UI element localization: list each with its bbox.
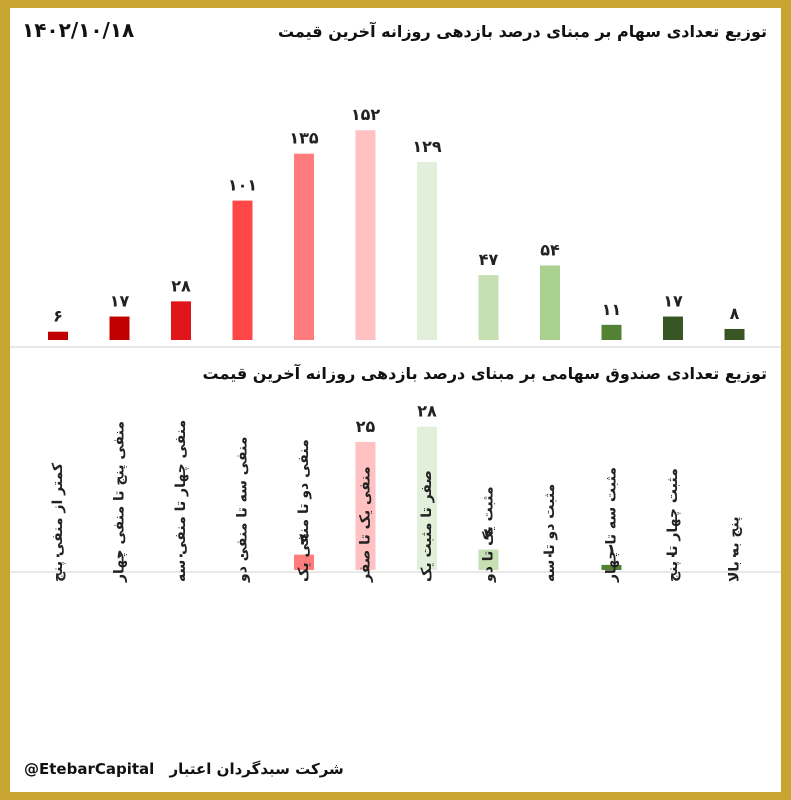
bar [417,161,437,340]
report-date: ۱۴۰۲/۱۰/۱۸ [22,18,135,42]
category-label: منفی پنج تا منفی چهار [112,421,128,583]
data-label: ۰ [53,545,63,564]
category-label: منفی دو تا منفی یک [296,439,312,582]
bar [663,316,683,340]
data-label: ۲۸ [417,402,437,421]
data-label: ۴۷ [479,250,499,269]
category-label: منفی چهار تا منفی سه [173,420,189,582]
data-label: ۸ [730,304,740,323]
bar [171,301,191,340]
bar [355,442,376,570]
data-label: ۰ [545,545,555,564]
data-label: ۱۷ [663,292,683,311]
data-label: ۰ [730,545,740,564]
category-label: صفر تا مثبت یک [419,470,435,582]
data-label: ۲۸ [171,276,191,295]
footer-company: شرکت سبدگردان اعتبار [169,760,344,778]
data-label: ۰ [176,545,186,564]
category-label: پنج به بالا [727,517,743,583]
bar [355,130,376,340]
footer: @EtebarCapital شرکت سبدگردان اعتبار [24,760,344,778]
bar [540,265,560,340]
chart-title-funds: توزیع تعدادی صندوق سهامی بر مبنای درصد ب… [202,364,767,383]
data-label: ۰ [238,545,248,564]
data-label: ۵۴ [540,240,560,259]
category-label: منفی یک تا صفر [358,466,374,583]
data-label: ۱۳۵ [289,129,319,148]
bar [417,426,437,570]
bar [601,564,622,570]
data-label: ۱۱ [602,300,622,319]
bar [232,200,253,340]
category-label: مثبت یک تا دو [481,486,497,583]
bar [478,275,499,340]
footer-handle[interactable]: @EtebarCapital [24,760,155,778]
data-label: ۱۷ [110,292,130,311]
data-label: ۶ [53,307,63,326]
category-label: مثبت سه تا چهار [604,467,620,583]
data-label: ۰ [668,545,678,564]
bar [48,331,68,340]
data-label: ۰ [115,545,125,564]
bar [294,153,314,340]
data-label: ۱۲۹ [412,137,442,156]
category-label: کمتر از منفی پنج [50,462,66,582]
bar [601,324,622,340]
bar [724,328,745,340]
bar [294,554,314,570]
data-label: ۳ [299,530,309,549]
category-label: مثبت دو تا سه [542,484,558,582]
bar [478,549,499,570]
data-label: ۱ [607,540,617,559]
chart-title-stocks: توزیع تعدادی سهام بر مبنای درصد بازدهی ر… [277,22,767,41]
category-label: مثبت چهار تا پنج [665,468,681,582]
data-label: ۴ [484,525,494,544]
data-label: ۱۰۱ [228,176,257,195]
bar [109,316,130,340]
data-label: ۱۵۲ [351,105,381,124]
category-label: منفی سه تا منفی دو [235,437,251,583]
data-label: ۲۵ [356,417,376,436]
